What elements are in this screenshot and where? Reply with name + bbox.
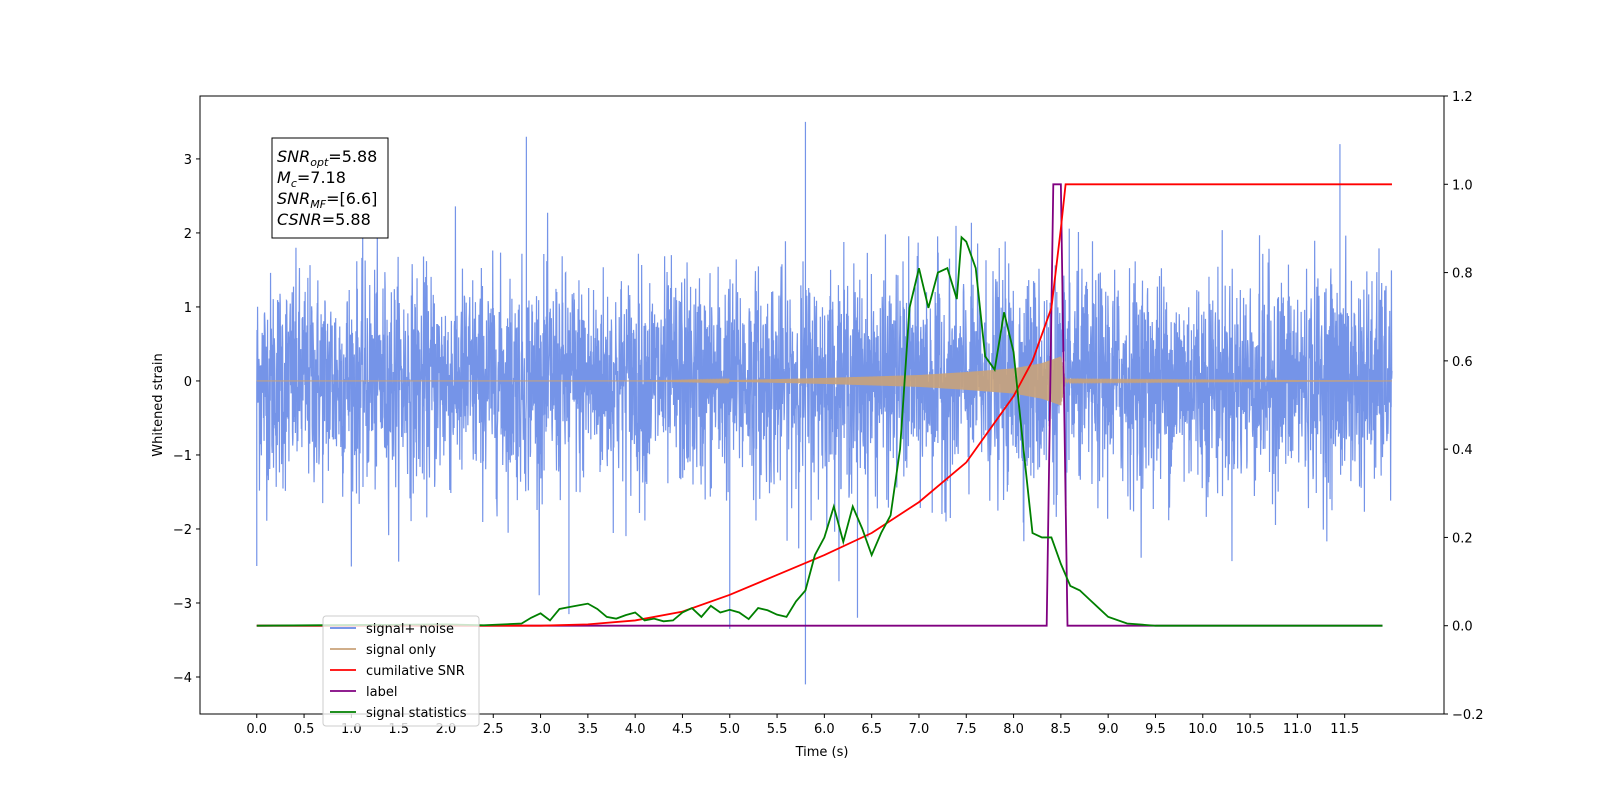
- x-tick-label: 6.0: [814, 722, 835, 737]
- y2-tick-label: 0.6: [1452, 355, 1473, 370]
- y-axis-label: Whitened strain: [151, 353, 166, 456]
- y2-tick-label: −0.2: [1452, 708, 1484, 723]
- y2-tick-label: 1.0: [1452, 178, 1473, 193]
- x-tick-label: 0.0: [246, 722, 267, 737]
- x-tick-label: 10.5: [1236, 722, 1265, 737]
- x-tick-label: 4.5: [672, 722, 693, 737]
- y-tick-label: 1: [184, 301, 192, 316]
- info-line: Mc=7.18: [277, 168, 346, 190]
- x-tick-label: 2.5: [483, 722, 504, 737]
- info-line: SNRopt=5.88: [277, 147, 377, 169]
- y2-tick-label: 0.0: [1452, 620, 1473, 635]
- y-tick-label: −4: [173, 671, 192, 686]
- axes-frame: [199, 95, 1445, 715]
- x-tick-label: 7.0: [909, 722, 930, 737]
- y2-tick-label: 0.8: [1452, 267, 1473, 282]
- x-tick-label: 10.0: [1188, 722, 1217, 737]
- x-tick-label: 8.5: [1051, 722, 1072, 737]
- y2-tick-label: 1.2: [1452, 90, 1473, 105]
- series-signal-only-line: [256, 356, 1392, 406]
- legend-entry-label: signal+ noise: [366, 622, 454, 637]
- legend-entry-label: cumilative SNR: [366, 664, 465, 679]
- series-signal-statistics-line: [256, 235, 1383, 627]
- x-tick-label: 7.5: [956, 722, 977, 737]
- x-tick-label: 6.5: [861, 722, 882, 737]
- x-tick-label: 0.5: [294, 722, 315, 737]
- y-tick-label: −3: [173, 597, 192, 612]
- x-tick-label: 5.0: [719, 722, 740, 737]
- info-box-frame: [271, 137, 389, 239]
- x-tick-label: 9.5: [1145, 722, 1166, 737]
- x-tick-label: 3.5: [578, 722, 599, 737]
- x-tick-label: 9.0: [1098, 722, 1119, 737]
- y2-tick-label: 0.4: [1452, 443, 1473, 458]
- info-line: CSNR=5.88: [277, 210, 371, 229]
- y-tick-label: 2: [184, 227, 192, 242]
- y-tick-label: 3: [184, 153, 192, 168]
- x-tick-label: 8.0: [1003, 722, 1024, 737]
- legend-entry-label: label: [366, 685, 397, 700]
- y-tick-label: 0: [184, 375, 192, 390]
- legend-entry-label: signal statistics: [366, 706, 467, 721]
- x-tick-label: 5.5: [767, 722, 788, 737]
- x-axis-label: Time (s): [795, 745, 849, 760]
- series-signal-noise-line: [256, 121, 1393, 685]
- legend: signal+ noise signal only cumilative SNR la…: [322, 615, 480, 727]
- series-label-line: [256, 183, 1383, 627]
- x-tick-label: 11.0: [1283, 722, 1312, 737]
- x-tick-label: 3.0: [530, 722, 551, 737]
- info-line: SNRMF=[6.6]: [277, 189, 377, 211]
- x-tick-label: 11.5: [1330, 722, 1359, 737]
- y-tick-label: −1: [173, 449, 192, 464]
- y-tick-label: −2: [173, 523, 192, 538]
- plot-area: [256, 121, 1393, 685]
- y2-tick-label: 0.2: [1452, 531, 1473, 546]
- series-cumulative-snr-line: [256, 183, 1392, 627]
- legend-entry-label: signal only: [366, 643, 436, 658]
- legend-frame: [322, 615, 480, 727]
- x-tick-label: 4.0: [625, 722, 646, 737]
